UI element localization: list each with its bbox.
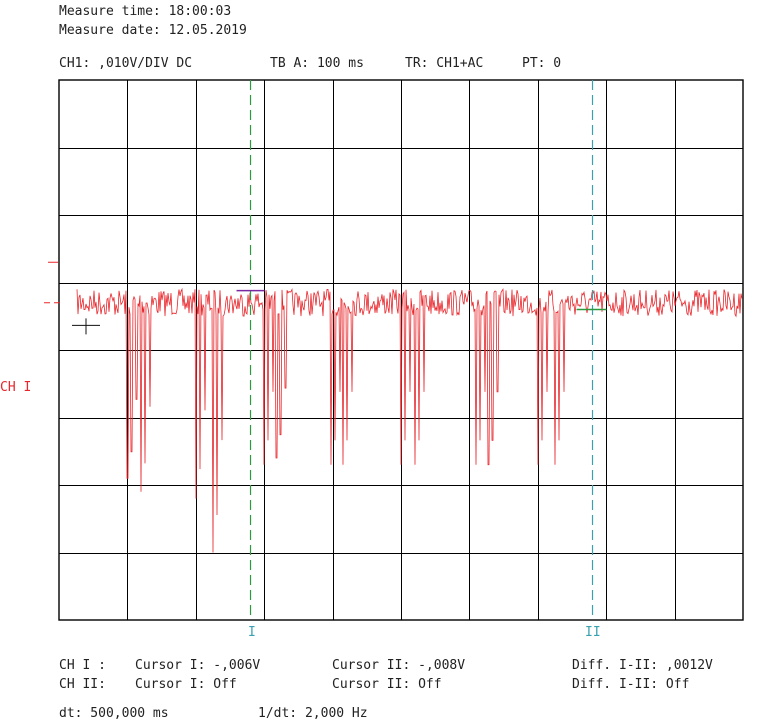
readout-ch1-cursor2: Cursor II: -,008V xyxy=(332,658,466,673)
trace-line xyxy=(76,287,743,553)
dt-readout: dt: 500,000 ms xyxy=(59,706,169,721)
cursor1-label: I xyxy=(248,625,256,640)
timebase-setting: TB A: 100 ms xyxy=(270,56,364,71)
readout-ch2-cursor2: Cursor II: Off xyxy=(332,677,442,692)
channel-label: CH I xyxy=(0,380,32,395)
cursors[interactable] xyxy=(249,80,594,620)
cursor2-label: II xyxy=(585,625,601,640)
readout-ch1-cursor1: Cursor I: -,006V xyxy=(135,658,261,673)
readout-ch1-channel: CH I : xyxy=(59,658,106,673)
markers xyxy=(44,261,607,335)
measure-date: Measure date: 12.05.2019 xyxy=(59,23,247,38)
readout-ch2-cursor1: Cursor I: Off xyxy=(135,677,237,692)
pretrigger-setting: PT: 0 xyxy=(522,56,562,71)
grid xyxy=(58,79,744,621)
readout-ch1-diff: Diff. I-II: ,0012V xyxy=(572,658,713,673)
ch1-setting: CH1: ,010V/DIV DC xyxy=(59,56,193,71)
trigger-setting: TR: CH1+AC xyxy=(405,56,484,71)
oscilloscope-plot xyxy=(44,79,744,621)
readout-ch2-diff: Diff. I-II: Off xyxy=(572,677,690,692)
measure-time: Measure time: 18:00:03 xyxy=(59,4,232,19)
signal-trace xyxy=(76,287,743,553)
inv-dt-readout: 1/dt: 2,000 Hz xyxy=(258,706,368,721)
readout-ch2-channel: CH II: xyxy=(59,677,106,692)
